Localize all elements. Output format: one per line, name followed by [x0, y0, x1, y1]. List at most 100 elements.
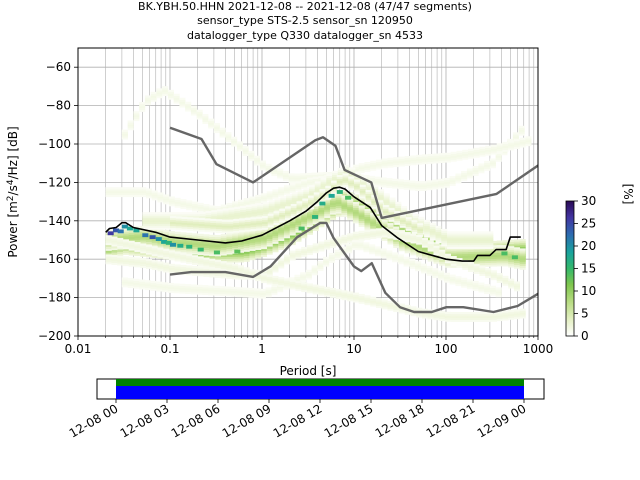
density-cell: [387, 240, 394, 243]
density-cell: [311, 174, 318, 177]
density-cell: [286, 194, 293, 197]
density-cell: [479, 146, 486, 150]
density-cell: [244, 229, 251, 232]
density-cell: [410, 161, 417, 164]
density-cell: [283, 280, 290, 283]
density-cell: [341, 290, 348, 293]
density-cell: [127, 283, 134, 287]
density-cell: [308, 199, 315, 202]
density-cell: [271, 169, 278, 173]
density-cell: [283, 185, 290, 188]
density-cell: [381, 217, 388, 221]
density-cell: [254, 157, 261, 160]
density-cell: [282, 170, 289, 174]
density-cell: [400, 214, 407, 217]
density-cell: [364, 231, 371, 235]
density-cell-high: [170, 242, 177, 247]
density-cell: [265, 163, 272, 166]
density-cell: [255, 230, 262, 233]
density-cell: [387, 308, 394, 311]
density-cell: [144, 99, 151, 102]
density-cell: [312, 251, 319, 254]
density-cell: [377, 206, 384, 209]
density-cell: [290, 203, 297, 207]
density-cell: [370, 222, 377, 225]
density-cell: [255, 194, 262, 198]
density-cell: [140, 252, 147, 255]
density-cell: [237, 252, 244, 255]
density-cell: [173, 283, 180, 286]
density-cell: [249, 244, 256, 248]
density-cell: [300, 276, 307, 279]
density-cell: [449, 274, 456, 277]
density-cell: [439, 263, 446, 266]
density-cell: [249, 248, 256, 251]
density-cell: [214, 273, 221, 277]
density-cell: [329, 198, 336, 202]
density-cell: [397, 254, 404, 257]
density-cell: [278, 194, 285, 198]
density-cell: [405, 217, 412, 220]
density-cell: [301, 218, 308, 221]
density-cell: [151, 253, 158, 257]
density-cell: [335, 296, 342, 300]
density-cell: [513, 311, 520, 314]
density-cell: [358, 218, 365, 222]
density-cell: [186, 261, 193, 264]
density-cell: [393, 306, 400, 309]
density-cell: [473, 267, 480, 271]
density-cell: [501, 153, 508, 156]
density-cell: [197, 233, 204, 237]
density-cell: [312, 228, 319, 232]
density-cell: [191, 265, 198, 269]
density-cell: [111, 189, 118, 192]
density-cell: [462, 265, 469, 269]
density-cell: [151, 248, 158, 251]
density-cell: [117, 255, 124, 258]
density-cell: [232, 271, 239, 274]
density-cell: [410, 155, 417, 158]
density-cell: [236, 145, 243, 148]
density-cell: [485, 147, 492, 150]
density-cell: [435, 241, 442, 244]
density-cell: [323, 262, 330, 265]
density-cell: [290, 205, 297, 209]
density-cell: [153, 219, 160, 223]
density-cell: [323, 258, 330, 261]
density-cell: [375, 305, 382, 308]
density-cell: [496, 256, 503, 259]
density-cell: [226, 270, 233, 273]
density-cell: [393, 243, 400, 247]
density-cell: [163, 250, 170, 254]
density-cell: [513, 309, 520, 312]
density-cell: [513, 239, 520, 242]
density-cell: [467, 312, 474, 315]
density-cell: [461, 283, 468, 286]
density-cell: [412, 215, 419, 218]
density-cell: [289, 190, 296, 194]
density-cell: [203, 245, 210, 249]
density-cell: [291, 192, 298, 195]
density-cell: [328, 254, 335, 258]
density-cell: [455, 175, 462, 178]
density-cell: [157, 255, 164, 258]
density-cell: [193, 217, 200, 220]
density-cell: [180, 247, 187, 250]
density-cell: [214, 267, 221, 270]
density-cell: [456, 255, 463, 259]
density-cell: [283, 187, 290, 190]
density-cell: [444, 158, 451, 161]
density-cell: [267, 217, 274, 220]
density-cell: [313, 203, 320, 207]
density-cell: [411, 223, 418, 227]
density-cell: [313, 198, 320, 201]
density-cell: [260, 243, 267, 246]
density-cell: [290, 213, 297, 216]
density-cell: [243, 201, 250, 205]
density-cell: [519, 139, 526, 142]
density-cell: [439, 255, 446, 258]
density-cell: [370, 166, 377, 169]
density-cell: [421, 239, 428, 242]
density-cell: [289, 242, 296, 246]
density-cell: [447, 244, 454, 248]
